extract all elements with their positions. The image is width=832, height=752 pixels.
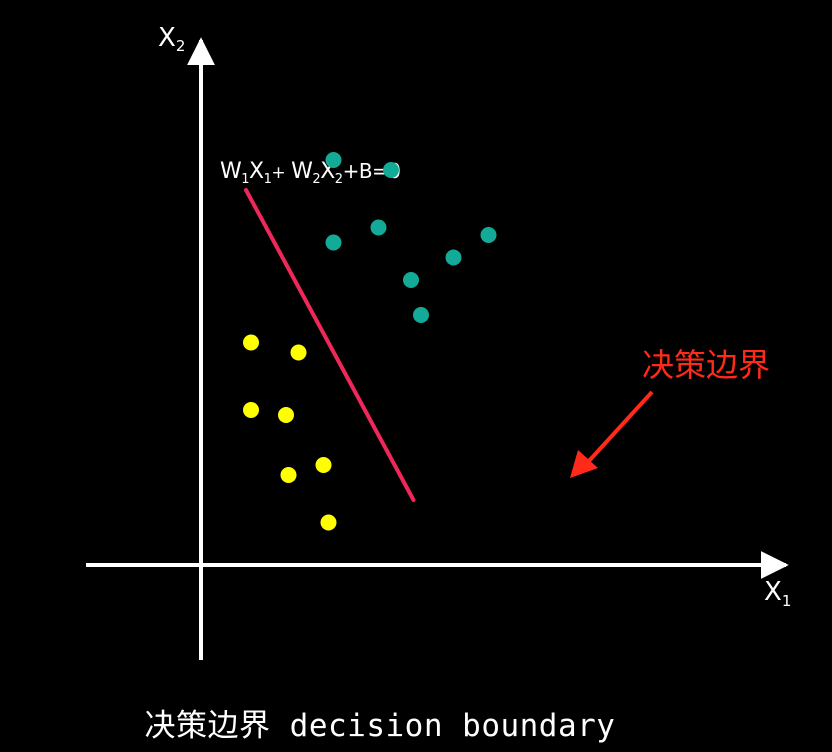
class-a-point — [243, 402, 259, 418]
class-b-point — [413, 307, 429, 323]
class-a-point — [243, 334, 259, 351]
class-b-point — [325, 234, 342, 251]
class-b-point — [445, 249, 462, 266]
class-b-point — [370, 219, 387, 236]
data-points — [243, 152, 497, 531]
class-b-point — [480, 227, 497, 243]
x-axis-label: X1 — [764, 577, 791, 610]
annotation-label: 决策边界 — [642, 346, 770, 384]
class-b-point — [325, 152, 342, 168]
class-b-point — [403, 272, 419, 288]
class-a-point — [278, 407, 294, 423]
class-a-point — [315, 457, 332, 473]
caption: 决策边界 decision boundary — [144, 708, 616, 744]
decision-boundary-line — [244, 188, 416, 502]
class-b-point — [383, 162, 399, 178]
annotation-arrow — [586, 390, 654, 464]
boundary-equation: W1X1+ W2X2+B=0 — [220, 159, 401, 187]
annotation-arrow-head — [570, 450, 598, 478]
y-axis-label-subscript: 2 — [176, 37, 186, 55]
y-axis-label: X2 — [158, 23, 185, 55]
class-a-point — [320, 514, 337, 531]
class-a-point — [290, 344, 307, 361]
x-axis-label-subscript: 1 — [782, 592, 792, 610]
class-a-point — [280, 467, 297, 483]
